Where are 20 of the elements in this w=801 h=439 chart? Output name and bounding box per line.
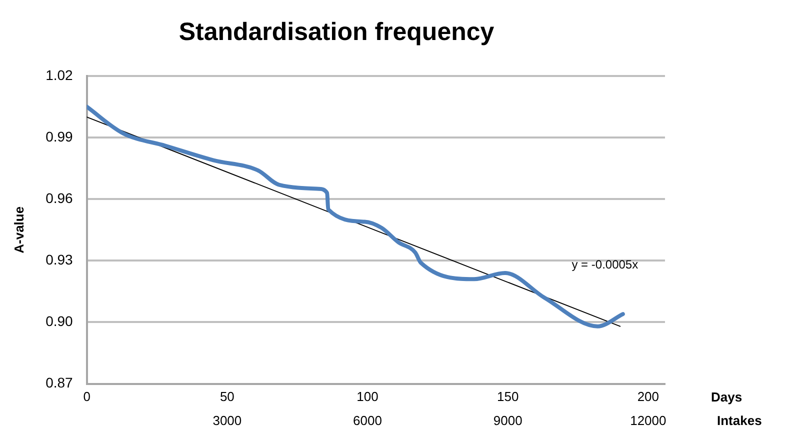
- x-axis-title: Days: [711, 389, 742, 404]
- y-tick-label: 0.90: [46, 313, 74, 330]
- x2-tick-label: 12000: [630, 412, 666, 428]
- x2-axis-title: Intakes: [717, 412, 762, 428]
- x2-tick-label: 6000: [353, 412, 382, 428]
- x2-tick-label: 3000: [212, 412, 242, 428]
- x-tick-label: 200: [637, 389, 660, 404]
- y-tick-label: 0.87: [46, 374, 74, 391]
- y-tick-label: 0.99: [46, 128, 74, 144]
- x2-tick-label: 9000: [493, 412, 522, 428]
- x-tick-label: 100: [356, 389, 378, 404]
- y-axis-title: A-value: [11, 206, 26, 254]
- x-tick-label: 50: [220, 389, 234, 404]
- y-tick-label: 0.96: [46, 190, 74, 206]
- y-tick-label: 1.02: [46, 66, 74, 83]
- x-tick-label: 150: [496, 389, 519, 404]
- annotation: y = -0.0005x: [572, 258, 638, 272]
- y-tick-label: 0.93: [46, 252, 74, 268]
- x-tick-label: 0: [83, 389, 90, 404]
- chart-title: Standardisation frequency: [178, 18, 494, 46]
